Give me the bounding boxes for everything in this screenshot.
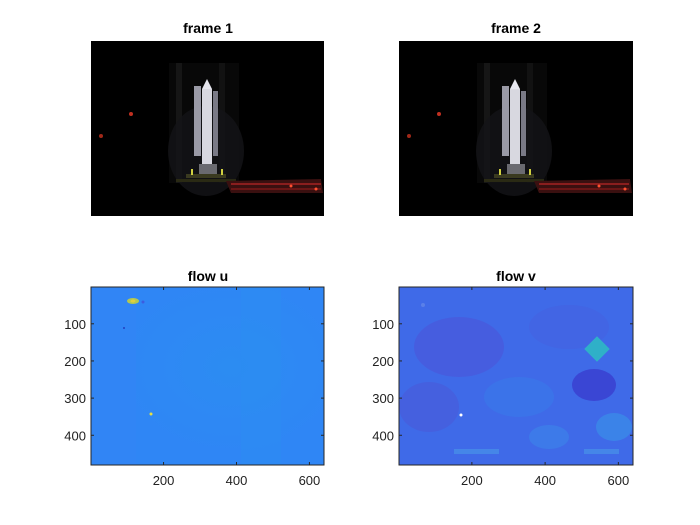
flow-u-xtick-label: 400 <box>226 473 248 488</box>
subplot-title-frame-1: frame 1 <box>183 20 233 36</box>
flow-v-ytick-label: 100 <box>372 317 394 332</box>
flow-v-ytick-label: 300 <box>372 391 394 406</box>
flow-u-ytick-label: 400 <box>64 428 86 443</box>
frame-1-image <box>91 41 324 216</box>
flow-u-axes-box <box>90 286 325 466</box>
flow-v-field <box>399 287 633 465</box>
frame-2-image <box>399 41 633 216</box>
flow-u-ytick-label: 200 <box>64 354 86 369</box>
flow-u-xtick-label: 200 <box>153 473 175 488</box>
flow-u-ytick-label: 300 <box>64 391 86 406</box>
frame-2-scene <box>399 41 633 216</box>
flow-v-ytick-label: 400 <box>372 428 394 443</box>
flow-v-xtick-label: 400 <box>534 473 556 488</box>
flow-u-field <box>91 287 324 465</box>
flow-v-xtick-label: 200 <box>461 473 483 488</box>
flow-u-axes: 200 400 600 100 200 300 400 <box>64 286 325 488</box>
subplot-title-frame-2: frame 2 <box>491 20 541 36</box>
subplot-title-flow-v: flow v <box>496 268 536 284</box>
flow-v-axes-box <box>398 286 634 466</box>
flow-u-heatmap <box>91 287 324 465</box>
subplot-title-flow-u: flow u <box>187 268 229 284</box>
frame-1-scene <box>91 41 324 216</box>
flow-u-xtick-label: 600 <box>299 473 321 488</box>
flow-v-heatmap <box>399 287 633 465</box>
flow-v-axes: 200 400 600 100 200 300 400 <box>372 286 634 488</box>
flow-v-xtick-label: 600 <box>608 473 630 488</box>
flow-u-ytick-label: 100 <box>64 317 86 332</box>
flow-v-ytick-label: 200 <box>372 354 394 369</box>
